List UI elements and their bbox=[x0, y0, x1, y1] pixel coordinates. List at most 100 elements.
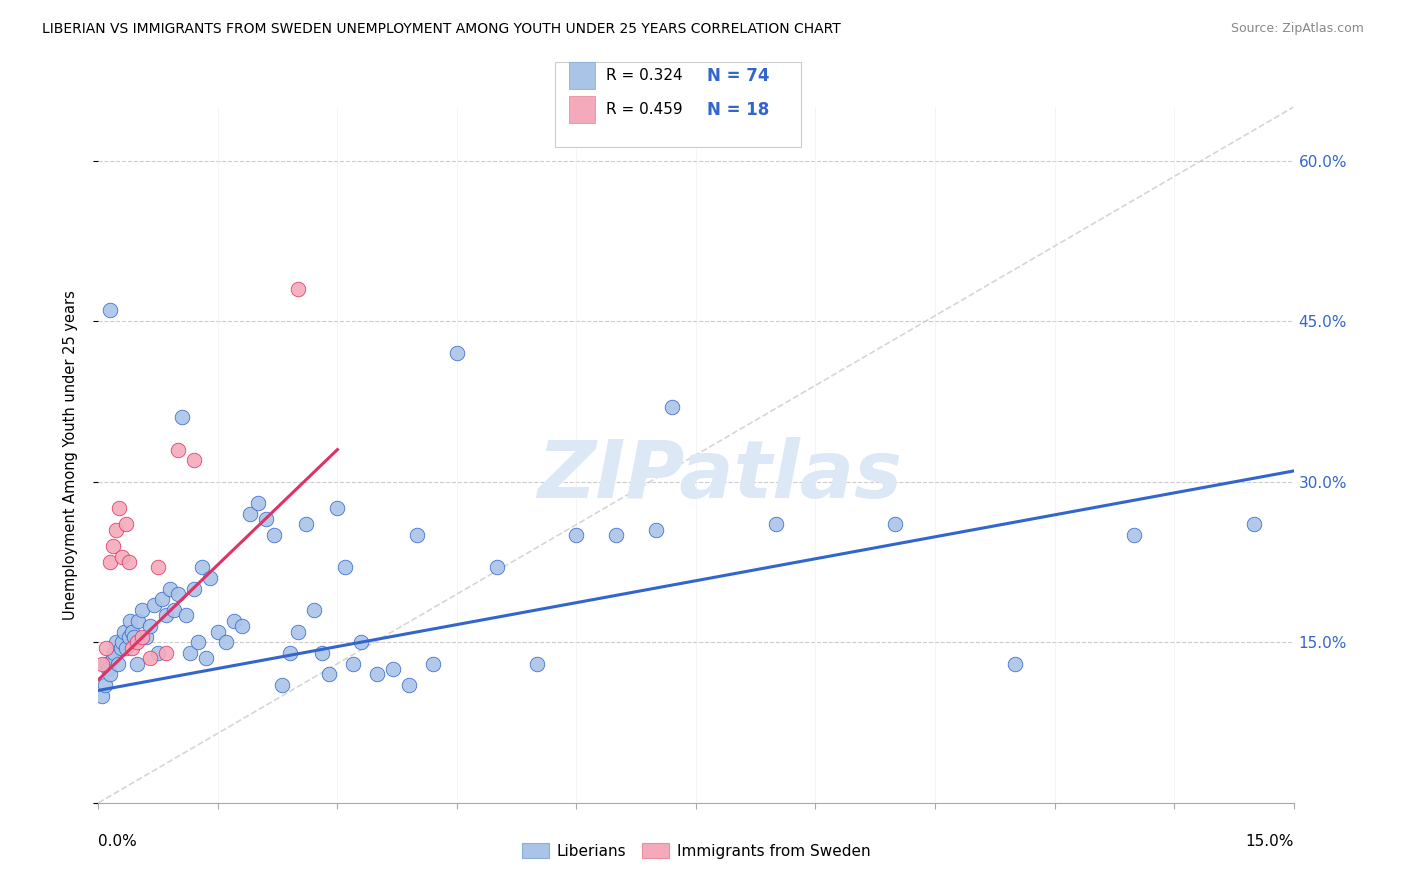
Point bbox=[294, 517, 316, 532]
Point bbox=[174, 608, 197, 623]
Point bbox=[135, 630, 157, 644]
Point bbox=[104, 635, 127, 649]
Text: R = 0.324: R = 0.324 bbox=[606, 69, 682, 83]
Point bbox=[111, 635, 134, 649]
Text: 0.0%: 0.0% bbox=[98, 834, 138, 849]
Text: N = 18: N = 18 bbox=[707, 101, 769, 119]
Text: N = 74: N = 74 bbox=[707, 67, 769, 85]
Point bbox=[163, 603, 186, 617]
Point bbox=[124, 630, 146, 644]
Point bbox=[148, 560, 170, 574]
Point bbox=[108, 501, 131, 516]
Point bbox=[131, 603, 153, 617]
Text: LIBERIAN VS IMMIGRANTS FROM SWEDEN UNEMPLOYMENT AMONG YOUTH UNDER 25 YEARS CORRE: LIBERIAN VS IMMIGRANTS FROM SWEDEN UNEMP… bbox=[42, 22, 841, 37]
Point bbox=[406, 528, 429, 542]
Point bbox=[1123, 528, 1146, 542]
Point bbox=[231, 619, 253, 633]
Point bbox=[350, 635, 373, 649]
Point bbox=[96, 640, 118, 655]
Point bbox=[215, 635, 238, 649]
Point bbox=[101, 651, 124, 665]
Point bbox=[526, 657, 548, 671]
Point bbox=[91, 657, 114, 671]
Point bbox=[155, 608, 177, 623]
Point bbox=[278, 646, 301, 660]
Point bbox=[661, 400, 683, 414]
Point bbox=[183, 582, 205, 596]
Point bbox=[239, 507, 262, 521]
Point bbox=[287, 624, 309, 639]
Point bbox=[94, 678, 117, 692]
Point bbox=[101, 539, 124, 553]
Point bbox=[120, 614, 142, 628]
Point bbox=[112, 624, 135, 639]
Point bbox=[191, 560, 214, 574]
Point bbox=[155, 646, 177, 660]
Point bbox=[98, 555, 122, 569]
Point bbox=[103, 646, 125, 660]
Point bbox=[179, 646, 201, 660]
Point bbox=[131, 630, 153, 644]
Point bbox=[118, 630, 141, 644]
Point bbox=[139, 651, 162, 665]
Point bbox=[187, 635, 209, 649]
Point bbox=[150, 592, 173, 607]
Point bbox=[318, 667, 340, 681]
Point bbox=[98, 667, 122, 681]
Point bbox=[167, 442, 190, 457]
Text: R = 0.459: R = 0.459 bbox=[606, 103, 682, 117]
Point bbox=[1004, 657, 1026, 671]
Point bbox=[148, 646, 170, 660]
Point bbox=[143, 598, 166, 612]
Point bbox=[125, 635, 148, 649]
Point bbox=[366, 667, 388, 681]
Legend: Liberians, Immigrants from Sweden: Liberians, Immigrants from Sweden bbox=[516, 837, 876, 864]
Text: ZIPatlas: ZIPatlas bbox=[537, 437, 903, 515]
Point bbox=[139, 619, 162, 633]
Point bbox=[645, 523, 668, 537]
Y-axis label: Unemployment Among Youth under 25 years: Unemployment Among Youth under 25 years bbox=[63, 290, 77, 620]
Point bbox=[422, 657, 444, 671]
Point bbox=[605, 528, 627, 542]
Point bbox=[115, 640, 138, 655]
Point bbox=[311, 646, 333, 660]
Point bbox=[884, 517, 907, 532]
Point bbox=[382, 662, 405, 676]
Point bbox=[287, 282, 309, 296]
Point bbox=[104, 523, 127, 537]
Point bbox=[398, 678, 420, 692]
Point bbox=[207, 624, 229, 639]
Point bbox=[263, 528, 285, 542]
Point bbox=[342, 657, 364, 671]
Point bbox=[172, 410, 194, 425]
Text: 15.0%: 15.0% bbox=[1246, 834, 1294, 849]
Point bbox=[111, 549, 134, 564]
Point bbox=[326, 501, 349, 516]
Point bbox=[485, 560, 508, 574]
Point bbox=[183, 453, 205, 467]
Point bbox=[446, 346, 468, 360]
Point bbox=[110, 640, 132, 655]
Point bbox=[222, 614, 245, 628]
Point bbox=[167, 587, 190, 601]
Point bbox=[246, 496, 269, 510]
Point bbox=[302, 603, 325, 617]
Text: Source: ZipAtlas.com: Source: ZipAtlas.com bbox=[1230, 22, 1364, 36]
Point bbox=[118, 555, 141, 569]
Point bbox=[565, 528, 588, 542]
Point bbox=[121, 624, 143, 639]
Point bbox=[127, 614, 149, 628]
Point bbox=[1243, 517, 1265, 532]
Point bbox=[97, 662, 120, 676]
Point bbox=[121, 640, 143, 655]
Point bbox=[107, 657, 129, 671]
Point bbox=[765, 517, 787, 532]
Point bbox=[254, 512, 277, 526]
Point bbox=[114, 517, 136, 532]
Point bbox=[198, 571, 221, 585]
Point bbox=[125, 657, 148, 671]
Point bbox=[91, 689, 114, 703]
Point bbox=[96, 657, 118, 671]
Point bbox=[195, 651, 218, 665]
Point bbox=[270, 678, 292, 692]
